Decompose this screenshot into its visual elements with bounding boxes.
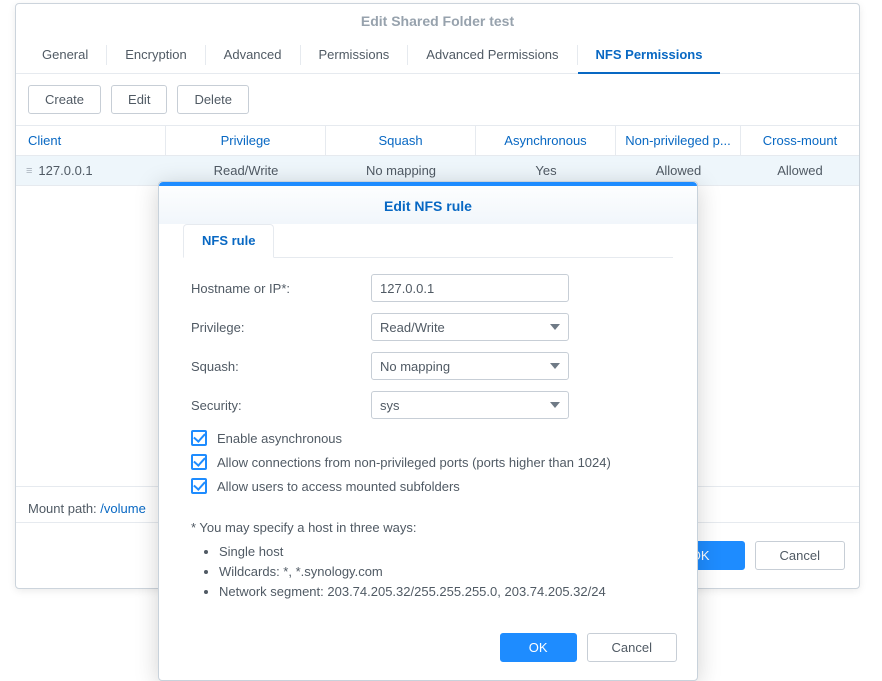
chevron-down-icon [550,402,560,408]
checkbox-crossmount[interactable]: Allow users to access mounted subfolders [191,478,665,494]
delete-button[interactable]: Delete [177,85,249,114]
hint-item: Wildcards: *, *.synology.com [219,562,665,582]
inner-ok-button[interactable]: OK [500,633,577,662]
tab-advanced-permissions[interactable]: Advanced Permissions [408,39,576,73]
squash-label: Squash: [191,359,371,374]
checkbox-nonprivileged[interactable]: Allow connections from non-privileged po… [191,454,665,470]
create-button[interactable]: Create [28,85,101,114]
security-label: Security: [191,398,371,413]
checkbox-async-label: Enable asynchronous [217,431,342,446]
nfs-rule-form: Hostname or IP*: Privilege: Read/Write S… [159,258,697,506]
tab-nfs-permissions[interactable]: NFS Permissions [578,39,721,74]
col-squash[interactable]: Squash [326,126,476,155]
checkbox-icon [191,430,207,446]
privilege-label: Privilege: [191,320,371,335]
inner-tab-nfs-rule[interactable]: NFS rule [183,224,274,258]
privilege-select-value: Read/Write [380,320,445,335]
tab-general[interactable]: General [24,39,106,73]
col-client[interactable]: Client [16,126,166,155]
hint-item: Single host [219,542,665,562]
hostname-input[interactable] [371,274,569,302]
col-privilege[interactable]: Privilege [166,126,326,155]
mount-path-label: Mount path: [28,501,100,516]
squash-select-value: No mapping [380,359,450,374]
tab-permissions[interactable]: Permissions [301,39,408,73]
security-select-value: sys [380,398,400,413]
cell-client: 127.0.0.1 [38,163,92,178]
dialog-title: Edit Shared Folder test [16,4,859,39]
outer-tabs: General Encryption Advanced Permissions … [16,39,859,74]
tab-advanced[interactable]: Advanced [206,39,300,73]
squash-select[interactable]: No mapping [371,352,569,380]
edit-nfs-rule-dialog: Edit NFS rule NFS rule Hostname or IP*: … [158,181,698,681]
checkbox-nonprivileged-label: Allow connections from non-privileged po… [217,455,611,470]
hint-intro: * You may specify a host in three ways: [191,518,665,538]
hint-item: Network segment: 203.74.205.32/255.255.2… [219,582,665,602]
inner-cancel-button[interactable]: Cancel [587,633,677,662]
security-select[interactable]: sys [371,391,569,419]
tab-encryption[interactable]: Encryption [107,39,204,73]
edit-button[interactable]: Edit [111,85,167,114]
drag-handle-icon[interactable]: ≡ [26,165,30,177]
cell-crossmount: Allowed [741,156,859,185]
grid-header: Client Privilege Squash Asynchronous Non… [16,125,859,156]
privilege-select[interactable]: Read/Write [371,313,569,341]
checkbox-icon [191,454,207,470]
hostname-hint: * You may specify a host in three ways: … [159,506,697,603]
chevron-down-icon [550,324,560,330]
hostname-label: Hostname or IP*: [191,281,371,296]
inner-footer: OK Cancel [159,603,697,680]
checkbox-icon [191,478,207,494]
chevron-down-icon [550,363,560,369]
inner-dialog-title: Edit NFS rule [159,186,697,224]
inner-tabs: NFS rule [183,224,673,258]
toolbar: Create Edit Delete [16,74,859,125]
col-crossmount[interactable]: Cross-mount [741,126,859,155]
mount-path-value: /volume [100,501,146,516]
checkbox-async[interactable]: Enable asynchronous [191,430,665,446]
checkbox-crossmount-label: Allow users to access mounted subfolders [217,479,460,494]
col-nonprivileged[interactable]: Non-privileged p... [616,126,741,155]
outer-cancel-button[interactable]: Cancel [755,541,845,570]
col-async[interactable]: Asynchronous [476,126,616,155]
